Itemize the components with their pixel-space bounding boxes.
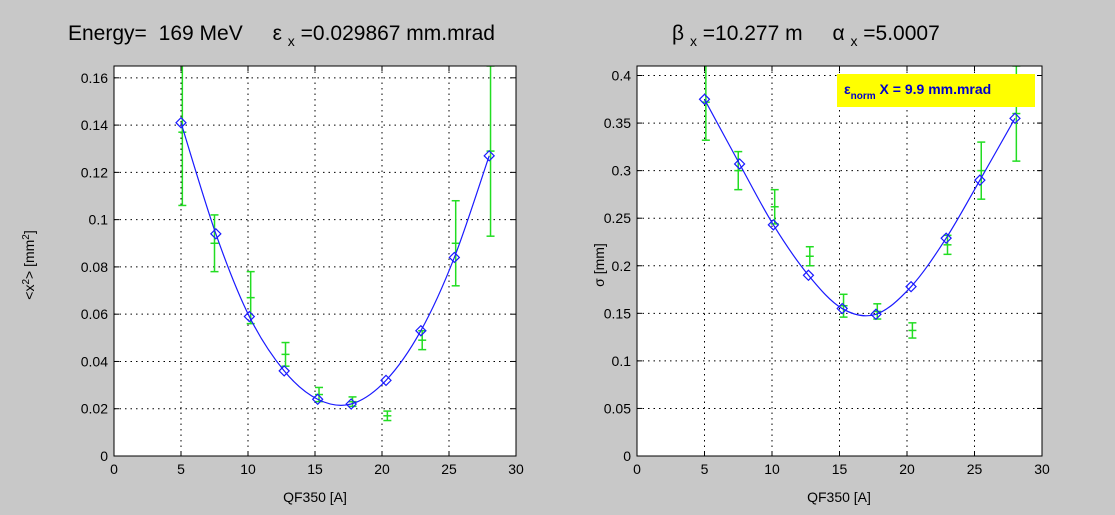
fit-point-marker bbox=[698, 93, 711, 106]
alpha-subscript: x bbox=[850, 33, 857, 49]
emittance-symbol: ε bbox=[273, 22, 282, 45]
chart-left: QF350 [A] <x2> [mm2] 0 5 10 15 20 25 30 0 0.02 0.… bbox=[21, 65, 524, 505]
plot-series bbox=[175, 66, 496, 422]
fit-point-marker bbox=[175, 116, 187, 129]
right-title: β x =10.277 m α x =5.0007 bbox=[672, 22, 940, 51]
y-tick-label: 0.14 bbox=[81, 117, 108, 133]
y-tick-label: 0.16 bbox=[81, 70, 108, 86]
y-tick-label: 0.12 bbox=[81, 164, 108, 180]
left-y-axis-label: <x2> [mm2] bbox=[21, 230, 37, 299]
y-tick-label: 0.05 bbox=[604, 400, 631, 416]
fit-point-marker bbox=[974, 174, 986, 186]
x-tick-label: 0 bbox=[633, 461, 641, 477]
left-title: Energy= 169 MeV ε x =0.029867 mm.mrad bbox=[68, 22, 495, 51]
fit-point-marker bbox=[905, 280, 917, 293]
right-y-axis-label: σ [mm] bbox=[591, 243, 607, 287]
y-tick-label: 0.04 bbox=[81, 353, 108, 369]
alpha-value: =5.0007 bbox=[863, 22, 940, 45]
x-tick-label: 10 bbox=[764, 461, 780, 477]
x-tick-label: 0 bbox=[110, 461, 118, 477]
y-tick-label: 0.3 bbox=[612, 163, 632, 179]
fit-line bbox=[703, 99, 1016, 317]
fit-point-marker bbox=[311, 393, 324, 406]
fit-point-marker bbox=[836, 302, 849, 315]
x-tick-label: 20 bbox=[899, 461, 915, 477]
right-x-axis-label: QF350 [A] bbox=[807, 489, 871, 505]
fit-point-marker bbox=[802, 269, 815, 282]
fit-point-marker bbox=[448, 251, 461, 264]
energy-value: 169 MeV bbox=[159, 22, 243, 45]
plot-series bbox=[698, 66, 1021, 339]
fit-point-marker bbox=[278, 365, 291, 377]
x-tick-label: 5 bbox=[177, 461, 185, 477]
beta-value: =10.277 m bbox=[703, 22, 803, 45]
fit-point-marker bbox=[243, 310, 256, 323]
y-tick-label: 0.4 bbox=[612, 68, 632, 84]
emittance-subscript: x bbox=[288, 33, 295, 49]
x-tick-label: 10 bbox=[240, 461, 256, 477]
left-x-axis-label: QF350 [A] bbox=[283, 489, 347, 505]
y-tick-label: 0 bbox=[100, 448, 108, 464]
y-tick-label: 0.02 bbox=[81, 401, 108, 417]
chart-right: QF350 [A] σ [mm] 0 5 10 15 20 25 30 0 0.05 0.1 0.1… bbox=[591, 65, 1050, 505]
axes-box bbox=[113, 65, 517, 457]
x-tick-label: 25 bbox=[441, 461, 457, 477]
annotation-text: εnorm X = 9.9 mm.mrad bbox=[844, 81, 991, 102]
fit-point-marker bbox=[733, 158, 746, 170]
fit-point-marker bbox=[483, 149, 496, 162]
y-tick-label: 0.2 bbox=[612, 258, 632, 274]
y-tick-label: 0.25 bbox=[604, 210, 631, 226]
x-tick-label: 30 bbox=[508, 461, 524, 477]
y-tick-label: 0 bbox=[623, 448, 631, 464]
fit-point-marker bbox=[345, 398, 358, 410]
x-tick-label: 20 bbox=[374, 461, 390, 477]
y-tick-label: 0.06 bbox=[81, 306, 108, 322]
y-tick-label: 0.1 bbox=[612, 353, 632, 369]
fit-point-marker bbox=[415, 324, 427, 337]
emittance-value: =0.029867 mm.mrad bbox=[301, 22, 495, 45]
x-tick-label: 30 bbox=[1034, 461, 1050, 477]
fit-point-marker bbox=[940, 232, 952, 245]
y-tick-label: 0.1 bbox=[89, 212, 109, 228]
axes-box bbox=[636, 65, 1043, 457]
x-tick-label: 25 bbox=[967, 461, 983, 477]
beta-subscript: x bbox=[690, 33, 697, 49]
energy-label: Energy= bbox=[68, 22, 147, 45]
fit-point-marker bbox=[380, 374, 392, 387]
beta-symbol: β bbox=[672, 22, 684, 45]
x-tick-label: 5 bbox=[701, 461, 709, 477]
y-tick-label: 0.35 bbox=[604, 115, 631, 131]
fit-point-marker bbox=[209, 227, 222, 240]
fit-point-marker bbox=[870, 308, 882, 321]
x-tick-label: 15 bbox=[307, 461, 323, 477]
fit-point-marker bbox=[1009, 112, 1021, 125]
annotation-box bbox=[837, 74, 1035, 107]
fit-line bbox=[180, 122, 490, 406]
fit-point-marker bbox=[767, 219, 780, 231]
y-tick-label: 0.15 bbox=[604, 305, 631, 321]
x-tick-label: 15 bbox=[832, 461, 848, 477]
y-tick-label: 0.08 bbox=[81, 259, 108, 275]
alpha-symbol: α bbox=[832, 22, 844, 45]
